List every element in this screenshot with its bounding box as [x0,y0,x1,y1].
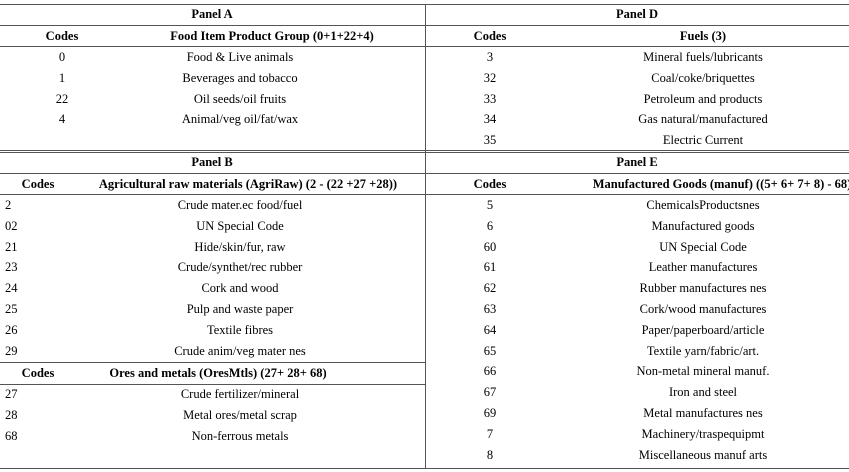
column-header: Food Item Product Group (0+1+22+4) [170,28,374,43]
description-cell: Crude/synthet/rec rubber [177,260,303,275]
divider [425,4,426,468]
column-header: Codes [45,28,79,43]
rule [0,468,849,469]
code-cell: 8 [486,447,494,462]
code-cell: 68 [5,428,18,443]
panel-title: Panel A [191,6,233,21]
description-cell: Oil seeds/oil fruits [193,91,287,106]
code-cell: 34 [483,112,497,127]
description-cell: Crude mater.ec food/fuel [177,197,303,212]
description-cell: Coal/coke/briquettes [651,70,755,85]
column-header: Fuels (3) [679,28,727,43]
description-cell: Rubber manufactures nes [639,280,767,295]
description-cell: Textile fibres [206,322,274,337]
code-cell: 28 [5,407,18,422]
description-cell: Iron and steel [668,384,738,399]
description-cell: Non-metal mineral manuf. [636,364,770,379]
code-cell: 0 [58,49,66,64]
code-cell: 1 [58,70,66,85]
column-header: Manufactured Goods (manuf) ((5+ 6+ 7+ 8)… [592,176,849,191]
description-cell: Animal/veg oil/fat/wax [181,112,299,127]
column-header: Codes [473,28,507,43]
column-header: Agricultural raw materials (AgriRaw) (2 … [98,176,398,191]
panel-title: Panel B [191,154,233,169]
description-cell: Cork/wood manufactures [639,301,767,316]
description-cell: Crude fertilizer/mineral [180,386,300,401]
description-cell: Crude anim/veg mater nes [174,343,306,358]
description-cell: Textile yarn/fabric/art. [646,343,760,358]
rule [0,46,849,47]
rule [0,152,849,153]
column-header: Codes [21,176,55,191]
code-cell: 2 [5,197,12,212]
description-cell: Electric Current [662,132,744,147]
description-cell: Non-ferrous metals [191,428,289,443]
code-cell: 5 [486,197,494,212]
description-cell: UN Special Code [659,239,747,254]
description-cell: Metal ores/metal scrap [183,407,297,422]
description-cell: Cork and wood [201,280,279,295]
code-cell: 21 [5,239,18,254]
code-cell: 32 [483,70,497,85]
rule [0,150,849,151]
code-cell: 69 [483,405,497,420]
rule [0,384,425,385]
rule [0,25,849,26]
description-cell: Metal manufactures nes [643,405,763,420]
description-cell: Leather manufactures [648,260,758,275]
code-cell: 35 [483,132,497,147]
column-header: Codes [21,365,55,380]
code-cell: 27 [5,386,18,401]
code-cell: 61 [483,260,497,275]
description-cell: Food & Live animals [186,49,294,64]
code-cell: 26 [5,322,18,337]
panel-title: Panel E [616,154,658,169]
description-cell: Mineral fuels/lubricants [643,49,763,64]
rule [0,362,425,363]
code-cell: 22 [55,91,69,106]
code-cell: 60 [483,239,497,254]
code-cell: 67 [483,384,497,399]
code-cell: 02 [5,218,18,233]
rule [0,4,849,5]
code-cell: 6 [486,218,494,233]
description-cell: Pulp and waste paper [186,301,294,316]
description-cell: Beverages and tobacco [182,70,298,85]
rule [0,194,849,195]
column-header: Codes [473,176,507,191]
description-cell: Machinery/traspequipmt [641,426,765,441]
description-cell: Manufactured goods [651,218,755,233]
code-cell: 33 [483,91,497,106]
description-cell: UN Special Code [196,218,284,233]
code-cell: 7 [486,426,494,441]
code-cell: 64 [483,322,497,337]
description-cell: Petroleum and products [643,91,763,106]
code-cell: 65 [483,343,497,358]
code-cell: 23 [5,260,18,275]
code-cell: 25 [5,301,18,316]
description-cell: Gas natural/manufactured [638,112,768,127]
code-cell: 3 [486,49,494,64]
code-cell: 29 [5,343,18,358]
code-cell: 24 [5,280,18,295]
description-cell: Miscellaneous manuf arts [638,447,768,462]
code-cell: 66 [483,364,497,379]
description-cell: Paper/paperboard/article [641,322,765,337]
code-cell: 63 [483,301,497,316]
column-header: Ores and metals (OresMtls) (27+ 28+ 68) [109,365,327,380]
code-cell: 4 [58,112,66,127]
code-cell: 62 [483,280,497,295]
description-cell: Hide/skin/fur, raw [194,239,286,254]
panel-title: Panel D [615,6,659,21]
description-cell: ChemicalsProductsnes [646,197,760,212]
rule [0,173,849,174]
